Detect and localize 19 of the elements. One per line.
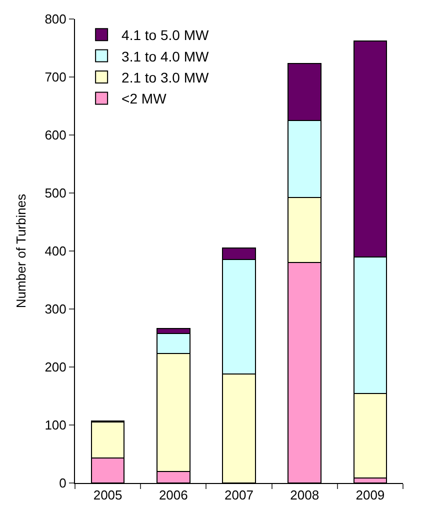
legend-label: 4.1 to 5.0 MW: [122, 27, 210, 44]
x-tick-label: 2006: [158, 488, 188, 503]
legend-label: 3.1 to 4.0 MW: [122, 48, 210, 64]
y-tick-label: 700: [44, 70, 66, 85]
y-tick-label: 800: [44, 12, 66, 27]
y-tick-label: 500: [44, 186, 66, 201]
x-tick-label: 2007: [224, 488, 254, 503]
y-tick-label: 300: [44, 302, 66, 317]
legend-label: 2.1 to 3.0 MW: [122, 69, 210, 86]
x-tick-label: 2009: [356, 488, 385, 503]
y-tick-label: 400: [44, 244, 66, 259]
legend-label: <2 MW: [122, 90, 168, 107]
y-tick-label: 100: [44, 418, 66, 433]
y-tick-label: 200: [44, 360, 66, 375]
x-tick-label: 2005: [93, 488, 122, 503]
x-tick-label: 2008: [290, 488, 320, 503]
y-tick-label: 0: [59, 476, 66, 491]
y-tick-label: 600: [44, 128, 66, 143]
y-axis-title: Number of Turbines: [14, 193, 29, 308]
